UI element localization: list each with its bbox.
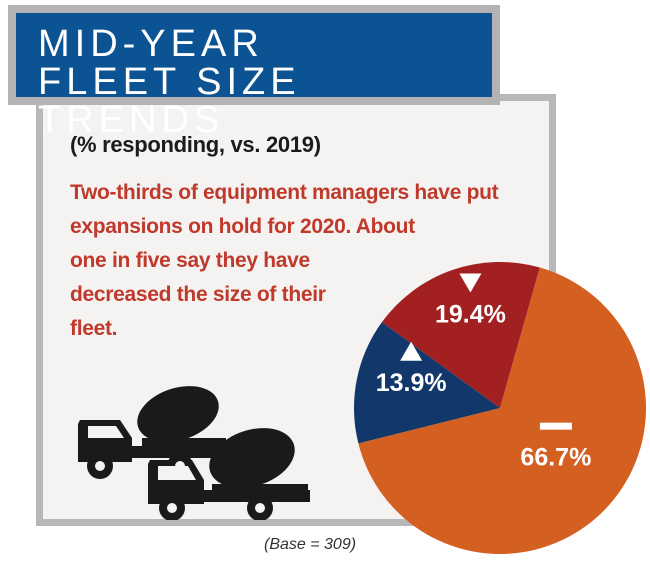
pie-slice-1 [381,262,540,408]
description-line-2: expansions on hold for 2020. About [70,215,415,238]
pie-slice-3 [353,322,500,444]
pie-slice-label-3: 13.9% [376,369,447,397]
description-line-5: fleet. [70,317,118,340]
pie-slice-label-2: 66.7% [520,444,591,472]
title-banner: MID-YEAR FLEET SIZE TRENDS [8,5,500,139]
pie-slice-2 [358,267,646,554]
dash-icon [539,422,572,430]
title-line-2: FLEET SIZE TRENDS [38,61,301,141]
base-note: (Base = 309) [264,536,357,553]
up-triangle-icon [400,341,423,361]
cement-mixer-trucks-icon [78,386,310,520]
description-line-3: one in five say they have [70,249,310,272]
description-line-1: Two-thirds of equipment managers have pu… [70,181,499,204]
down-triangle-icon [459,273,482,293]
chart-subtitle: (% responding, vs. 2019) [70,132,321,157]
description-line-4: decreased the size of their [70,283,326,306]
title-line-1: MID-YEAR [38,23,264,65]
pie-slice-label-1: 19.4% [435,300,506,328]
